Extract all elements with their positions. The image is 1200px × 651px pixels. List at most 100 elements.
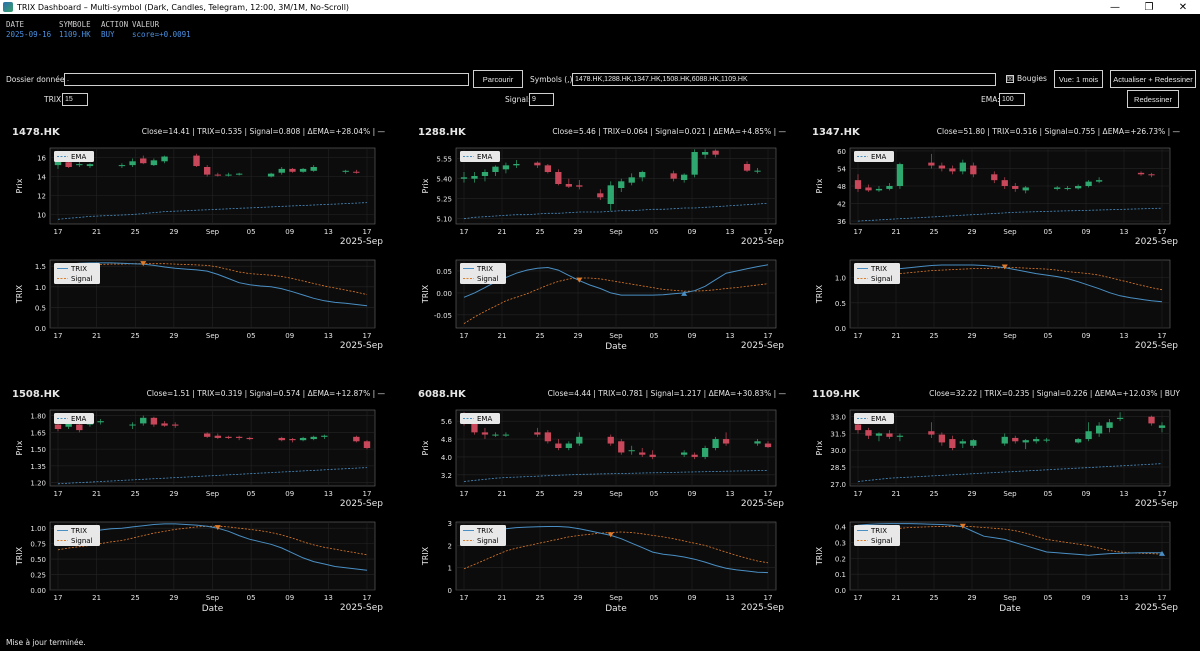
price-ytick: 31.5 <box>830 430 846 438</box>
price-xtick: 17 <box>460 490 469 498</box>
candle-body <box>1095 425 1103 434</box>
candle-body <box>928 431 935 435</box>
crossover-marker <box>1001 264 1008 270</box>
candle-body <box>691 152 698 175</box>
candle-body <box>597 193 604 198</box>
trix-legend: TRIX Signal <box>460 525 506 546</box>
redraw-button[interactable]: Redessiner <box>1127 90 1179 108</box>
candle-body <box>1158 425 1166 428</box>
candle-body <box>928 162 935 166</box>
candle-body <box>959 441 966 444</box>
legend-signal-label: Signal <box>477 275 499 283</box>
candle-body <box>764 443 772 448</box>
trix-ytick: 0.0 <box>35 325 46 333</box>
trix-xtick: 09 <box>285 594 294 602</box>
trix-ylabel: TRIX <box>15 284 24 304</box>
price-xtick: 17 <box>363 228 372 236</box>
price-xtick: 17 <box>54 490 63 498</box>
trix-line <box>463 526 769 574</box>
signals-table: DATE SYMBOLE ACTION VALEUR 2025-09-16 11… <box>6 20 212 40</box>
candle-body <box>565 184 572 187</box>
candle-body <box>140 417 147 424</box>
candle-body <box>949 168 956 172</box>
crossover-marker <box>214 525 221 531</box>
browse-button[interactable]: Parcourir <box>473 70 523 88</box>
trix-ytick: 1.0 <box>835 275 846 283</box>
candle-body <box>203 433 211 437</box>
candle-body <box>875 433 883 436</box>
candle-body <box>875 188 883 191</box>
candle-body <box>214 174 222 176</box>
candle-body <box>481 172 489 176</box>
candle-body <box>86 164 94 167</box>
candle-body <box>754 441 761 444</box>
price-legend: EMA <box>54 151 94 162</box>
candle-body <box>1085 431 1092 440</box>
trix-xtick: 29 <box>968 594 977 602</box>
trix-xlabel-suffix: 2025-Sep <box>741 603 784 613</box>
price-xlabel-suffix: 2025-Sep <box>340 499 383 509</box>
candle-body <box>513 164 520 166</box>
refresh-redraw-button[interactable]: Actualiser + Redessiner <box>1110 70 1196 88</box>
trix-xtick: 17 <box>764 332 773 340</box>
candle-body <box>576 436 583 444</box>
candle-body <box>680 174 688 180</box>
trix-xtick: 21 <box>498 594 507 602</box>
signal-input[interactable]: 9 <box>529 93 554 106</box>
crossover-marker <box>607 532 614 538</box>
price-ytick: 1.50 <box>30 446 46 454</box>
price-xtick: 09 <box>285 490 294 498</box>
price-xtick: 17 <box>854 228 863 236</box>
price-xlabel-suffix: 2025-Sep <box>1135 499 1178 509</box>
signal-row[interactable]: 2025-09-16 1109.HK BUY score=+0.0091 <box>6 30 212 40</box>
trix-xtick: Sep <box>609 332 623 340</box>
price-xtick: 13 <box>324 490 333 498</box>
price-ytick: 1.80 <box>30 413 46 421</box>
price-ytick: 4.8 <box>441 436 452 444</box>
price-xtick: 29 <box>169 228 178 236</box>
crossover-marker <box>959 523 966 529</box>
legend-signal-label: Signal <box>477 537 499 545</box>
candle-body <box>54 424 62 429</box>
candles-checkbox-box[interactable]: ☒ <box>1006 74 1014 83</box>
price-xtick: 13 <box>1120 228 1129 236</box>
trix-xtick: 25 <box>131 332 140 340</box>
signal-line <box>857 267 1163 291</box>
signals-header: DATE SYMBOLE ACTION VALEUR <box>6 20 212 30</box>
legend-ema-label: EMA <box>477 153 492 161</box>
price-ytick: 27.0 <box>830 481 846 489</box>
trix-xtick: 17 <box>854 594 863 602</box>
price-xlabel-suffix: 2025-Sep <box>741 237 784 247</box>
ema-input[interactable]: 100 <box>999 93 1025 106</box>
candle-body <box>1043 439 1050 441</box>
candle-body <box>938 165 946 169</box>
price-xtick: 13 <box>1120 490 1129 498</box>
price-ytick: 54 <box>837 165 846 173</box>
trix-ytick: 0.0 <box>835 325 846 333</box>
chart-info: Close=51.80 | TRIX=0.516 | Signal=0.755 … <box>937 127 1181 136</box>
candle-body <box>76 164 83 166</box>
header-symbol: SYMBOLE <box>59 20 91 29</box>
symbols-input[interactable]: 1478.HK,1288.HK,1347.HK,1508.HK,6088.HK,… <box>572 73 996 86</box>
candles-checkbox[interactable]: ☒ Bougies <box>1006 74 1047 83</box>
trix-ylabel: TRIX <box>421 284 430 304</box>
signal-line <box>463 531 769 570</box>
minimize-button[interactable]: — <box>1110 1 1120 13</box>
maximize-button[interactable]: ❐ <box>1144 1 1154 13</box>
candle-body <box>722 439 730 444</box>
candle-body <box>854 180 862 189</box>
legend-trix-label: TRIX <box>70 265 87 273</box>
chart-title: 1288.HK <box>418 127 467 138</box>
price-xtick: 29 <box>968 228 977 236</box>
legend-trix-label: TRIX <box>870 265 887 273</box>
folder-input[interactable]: . <box>64 73 469 86</box>
trix-input[interactable]: 15 <box>62 93 88 106</box>
crossover-marker <box>576 277 583 283</box>
candle-body <box>1148 174 1155 176</box>
candle-body <box>1137 172 1145 175</box>
price-xlabel-suffix: 2025-Sep <box>1135 237 1178 247</box>
trix-ytick: 1.5 <box>35 263 46 271</box>
close-button[interactable]: ✕ <box>1178 1 1188 13</box>
view-button[interactable]: Vue: 1 mois <box>1054 70 1103 88</box>
price-xtick: Sep <box>1003 490 1017 498</box>
